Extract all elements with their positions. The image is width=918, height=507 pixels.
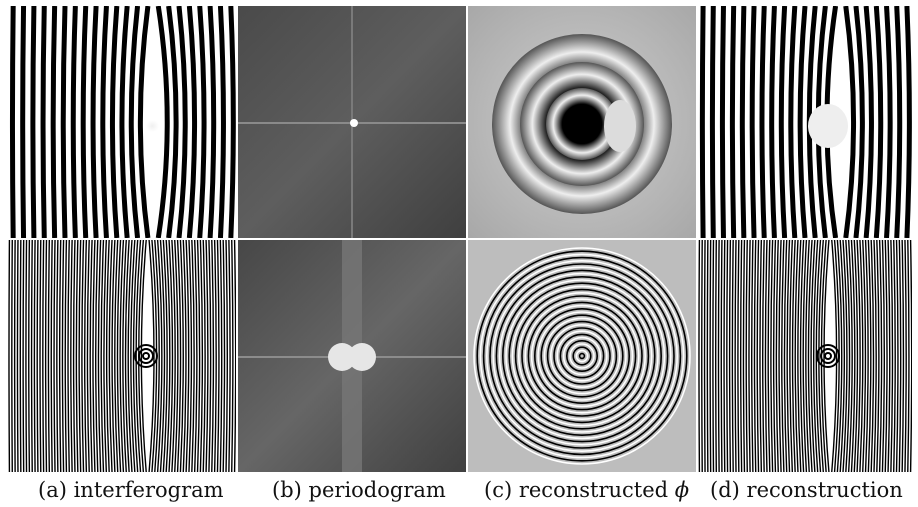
panel-b-top-periodogram (238, 6, 466, 238)
panel-b-bottom-periodogram (238, 240, 466, 472)
caption-b-text: periodogram (308, 478, 446, 502)
caption-b-prefix: (b) (272, 478, 302, 502)
caption-a-prefix: (a) (38, 478, 67, 502)
caption-d: (d) reconstruction (710, 478, 903, 502)
caption-d-text: reconstruction (746, 478, 903, 502)
panel-a-bottom-interferogram (8, 240, 236, 472)
caption-d-prefix: (d) (710, 478, 740, 502)
caption-c-symbol: ϕ (674, 478, 690, 502)
caption-c-prefix: (c) (484, 478, 513, 502)
caption-b: (b) periodogram (272, 478, 446, 502)
panel-a-top-interferogram (8, 6, 236, 238)
panel-d-bottom-reconstruction (698, 240, 912, 472)
panel-c-bottom-reconstructed-phase (468, 240, 696, 472)
caption-a: (a) interferogram (38, 478, 224, 502)
caption-c: (c) reconstructed ϕ (484, 478, 689, 502)
panel-d-top-reconstruction (698, 6, 912, 238)
panel-c-top-reconstructed-phase (468, 6, 696, 238)
caption-c-text: reconstructed (518, 478, 669, 502)
caption-a-text: interferogram (73, 478, 224, 502)
